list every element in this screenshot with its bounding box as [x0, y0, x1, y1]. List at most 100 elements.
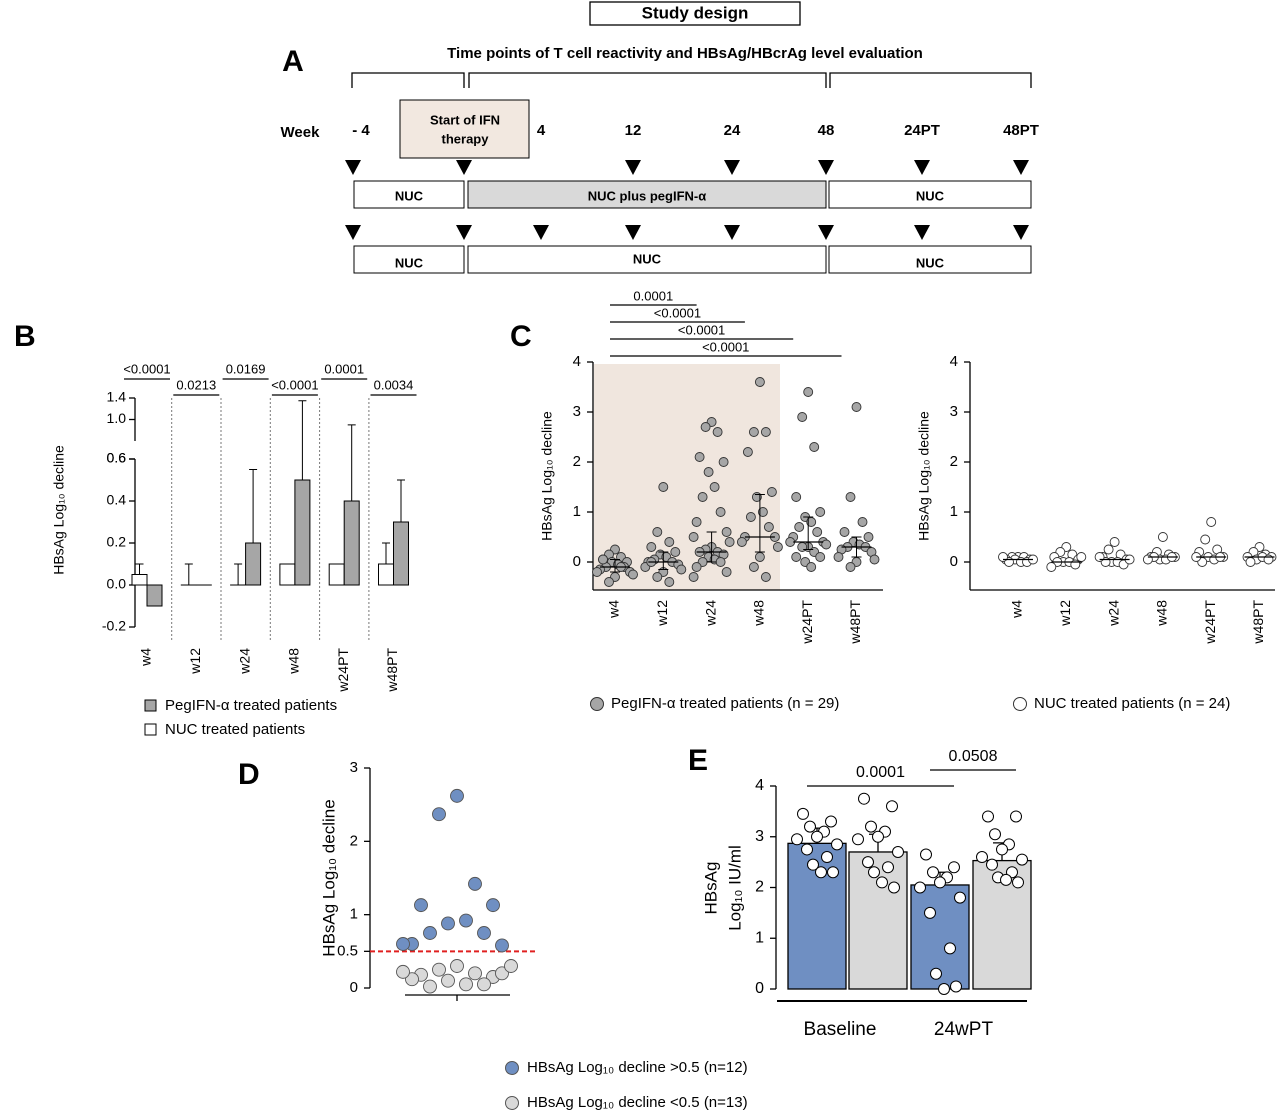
- data-point: [450, 788, 464, 803]
- start-box: [399, 99, 530, 159]
- data-point: [868, 866, 880, 879]
- data-point: [888, 881, 900, 894]
- x-tick-label: w48PT: [384, 648, 400, 693]
- data-point: [791, 552, 802, 562]
- data-point: [754, 552, 765, 562]
- iqr-bar: [754, 494, 765, 553]
- data-point: [982, 810, 994, 823]
- legend-label: HBsAg Log₁₀ decline >0.5 (n=12): [527, 1059, 748, 1076]
- panel-letter: A: [282, 45, 304, 78]
- data-point: [396, 964, 410, 979]
- time-point-marker: [1013, 160, 1029, 175]
- data-point: [934, 876, 946, 889]
- data-point: [869, 554, 880, 565]
- data-point: [715, 507, 726, 517]
- y-tick-label: 0.6: [107, 450, 127, 466]
- data-point: [1094, 552, 1105, 562]
- treatment-label: NUC: [633, 251, 662, 266]
- data-point: [652, 527, 663, 537]
- data-point: [812, 527, 823, 537]
- data-point: [745, 512, 756, 522]
- data-point: [797, 412, 808, 422]
- start-box-text: therapy: [442, 131, 490, 146]
- data-point: [664, 537, 675, 547]
- data-point: [486, 898, 500, 913]
- data-point: [801, 843, 813, 856]
- week-label: Week: [281, 124, 321, 141]
- data-point: [862, 856, 874, 869]
- group-label: Baseline: [804, 1019, 877, 1040]
- data-point: [760, 572, 771, 582]
- data-point: [825, 815, 837, 828]
- data-point: [691, 562, 702, 572]
- data-point: [914, 881, 926, 894]
- treatment-box: [828, 245, 1032, 274]
- data-point: [1046, 562, 1057, 572]
- week-tick: 48PT: [1003, 122, 1039, 139]
- data-point: [396, 937, 410, 951]
- treatment-label: NUC: [916, 255, 945, 270]
- y-axis-label: HBsAg Log₁₀ decline: [51, 445, 67, 575]
- panel-letter: C: [510, 320, 532, 353]
- time-point-marker: [1013, 225, 1029, 240]
- y-tick-label: 1: [573, 503, 581, 520]
- data-point: [815, 866, 827, 879]
- data-point: [748, 562, 759, 572]
- data-point: [804, 820, 816, 833]
- legend-marker: [590, 697, 604, 711]
- y-axis-label: HBsAg: [701, 862, 720, 915]
- data-point: [827, 866, 839, 879]
- p-value: 0.0508: [949, 748, 998, 765]
- data-point: [857, 517, 868, 527]
- time-point-marker: [345, 160, 361, 175]
- time-point-marker: [625, 225, 641, 240]
- data-point: [495, 938, 509, 953]
- data-point: [1010, 810, 1022, 823]
- data-point: [691, 517, 702, 527]
- x-tick-label: w12: [654, 600, 670, 627]
- bar: [328, 563, 345, 586]
- bar: [279, 563, 296, 586]
- data-point: [1157, 532, 1168, 542]
- panel-letter: E: [688, 744, 708, 777]
- y-tick-label: 0: [573, 553, 581, 570]
- treatment-label: NUC: [395, 255, 424, 270]
- data-point: [709, 482, 720, 492]
- data-point: [724, 537, 735, 547]
- time-point-marker: [625, 160, 641, 175]
- data-point: [938, 983, 950, 995]
- data-point: [976, 851, 988, 864]
- data-point: [927, 866, 939, 879]
- data-point: [760, 427, 771, 437]
- y-tick-label: 0: [350, 979, 358, 996]
- y-tick-label: 0.2: [107, 534, 127, 550]
- legend-marker: [505, 1096, 519, 1110]
- data-point: [468, 966, 482, 981]
- data-point: [809, 442, 820, 452]
- data-point: [450, 959, 464, 973]
- data-point: [700, 422, 711, 432]
- y-tick-label: 0: [950, 553, 958, 570]
- data-point: [652, 572, 663, 582]
- data-point: [477, 926, 491, 940]
- data-point: [986, 858, 998, 871]
- iqr-bar: [610, 559, 620, 573]
- data-point: [604, 577, 614, 587]
- legend-label: HBsAg Log₁₀ decline <0.5 (n=13): [527, 1094, 748, 1111]
- error-bar: [347, 424, 356, 501]
- data-point: [924, 906, 936, 919]
- data-point: [712, 427, 723, 437]
- data-point: [628, 569, 638, 580]
- data-point: [718, 457, 729, 467]
- study-subtitle: Time points of T cell reactivity and HBs…: [447, 45, 923, 62]
- data-point: [477, 977, 491, 992]
- data-point: [459, 913, 473, 928]
- x-tick-label: w24PT: [799, 600, 815, 645]
- data-point: [865, 820, 877, 833]
- data-point: [772, 542, 783, 552]
- legend-marker: [505, 1061, 519, 1075]
- x-tick-label: w48PT: [1250, 600, 1266, 645]
- y-tick-label: 0.6: [107, 450, 127, 466]
- p-value: 0.0001: [633, 288, 673, 303]
- p-value: <0.0001: [702, 339, 749, 354]
